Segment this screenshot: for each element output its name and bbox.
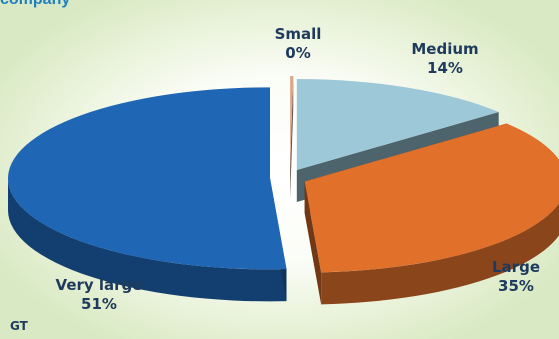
slice-side-large [321, 203, 559, 305]
pie-top-faces [8, 76, 559, 273]
slice-label-small-value: 0% [285, 44, 311, 62]
slice-side-very-large [8, 178, 287, 302]
slice-label-large: Large 35% [492, 258, 540, 296]
slice-label-very-large: Very large 51% [56, 276, 143, 314]
slice-label-medium-name: Medium [411, 40, 479, 58]
slice-label-large-name: Large [492, 258, 540, 276]
slice-label-very-large-name: Very large [55, 276, 143, 294]
source-note: GT [10, 319, 28, 333]
slice-label-small: Small 0% [275, 25, 322, 63]
slice-label-small-name: Small [274, 25, 322, 43]
slice-medium [296, 79, 499, 171]
slice-label-large-value: 35% [498, 277, 534, 295]
slice-label-medium-value: 14% [427, 59, 463, 77]
slice-cut-end-small [290, 76, 294, 200]
slice-large [304, 123, 559, 273]
slice-label-very-large-value: 51% [81, 295, 117, 313]
slice-cut-end-large [304, 181, 322, 305]
slice-small [290, 76, 294, 168]
slice-very-large [8, 87, 287, 270]
slice-label-medium: Medium 14% [411, 40, 478, 78]
chart-heading-fragment: company [0, 0, 70, 9]
